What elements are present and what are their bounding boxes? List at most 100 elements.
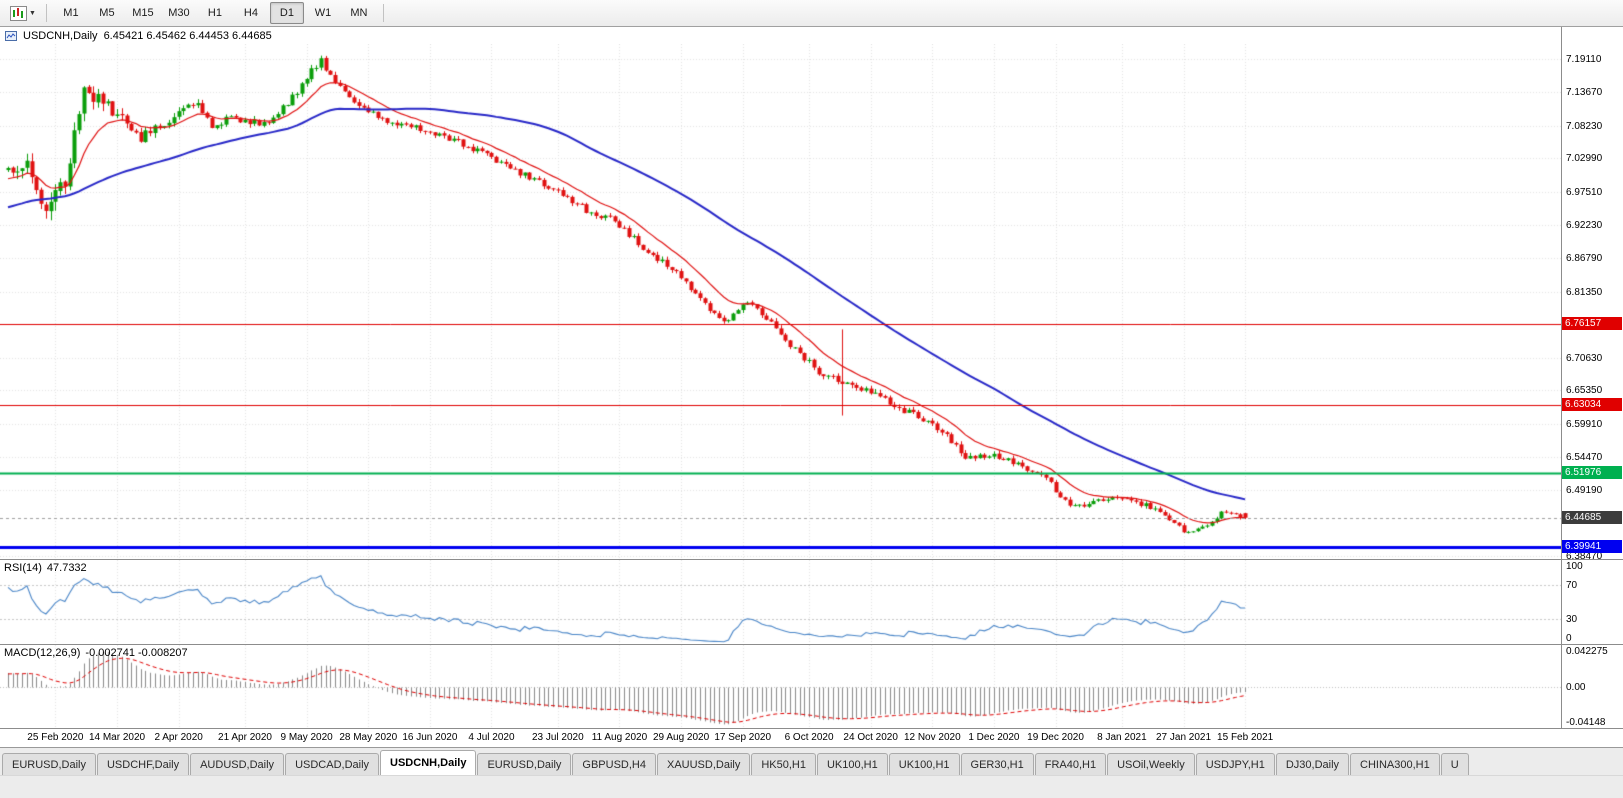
rsi-indicator-canvas[interactable] — [0, 560, 1561, 644]
hline-price-badge: 6.51976 — [1562, 466, 1622, 479]
chart-tabs-bar: EURUSD,Daily USDCHF,Daily AUDUSD,Daily USDC… — [0, 747, 1623, 775]
chart-tab-eurusd-daily[interactable]: EURUSD,Daily — [2, 753, 96, 775]
date-axis-label: 23 Jul 2020 — [531, 732, 584, 743]
ohlc-values: 6.45421 6.45462 6.44453 6.44685 — [103, 29, 272, 42]
new-chart-button[interactable]: ▼ — [6, 1, 40, 25]
date-axis-label: 24 Oct 2020 — [843, 732, 898, 743]
chart-window-icon[interactable] — [5, 30, 17, 41]
price-axis-label: 7.02990 — [1566, 153, 1603, 164]
rsi-axis-label: 100 — [1566, 561, 1583, 572]
date-axis-label: 21 Apr 2020 — [218, 732, 272, 743]
chart-tab-fra40-h1[interactable]: FRA40,H1 — [1034, 753, 1107, 775]
timeframes-toolbar: ▼ M1 M5 M15 M30 H1 H4 D1 W1 MN — [0, 0, 1623, 27]
chart-tab-uk100-h1[interactable]: UK100,H1 — [888, 753, 960, 775]
pane-separator[interactable] — [0, 559, 1623, 560]
date-axis-label: 11 Aug 2020 — [591, 732, 648, 743]
price-axis-label: 6.54470 — [1566, 452, 1603, 463]
current-price-badge: 6.44685 — [1562, 511, 1622, 524]
date-axis-label: 4 Jul 2020 — [468, 732, 515, 743]
macd-indicator-canvas[interactable] — [0, 645, 1561, 728]
date-axis[interactable]: 25 Feb 2020 14 Mar 2020 2 Apr 2020 21 Apr 2… — [0, 728, 1623, 747]
price-axis-label: 6.38470 — [1566, 551, 1603, 562]
price-axis-border — [1561, 27, 1562, 747]
symbol-period-label: USDCNH,Daily — [23, 29, 98, 42]
bottom-strip — [0, 775, 1623, 798]
timeframe-button-mn[interactable]: MN — [350, 7, 368, 19]
timeframe-button-d1[interactable]: D1 — [269, 2, 304, 24]
price-axis-label: 6.97510 — [1566, 187, 1603, 198]
timeframe-button-m5[interactable]: M5 — [99, 7, 115, 19]
date-axis-label: 6 Oct 2020 — [784, 732, 834, 743]
chart-tab-usdcnh-daily[interactable]: USDCNH,Daily — [380, 750, 477, 775]
chart-tab-u[interactable]: U — [1440, 753, 1469, 775]
chart-tab-usoil-weekly[interactable]: USOil,Weekly — [1107, 753, 1195, 775]
price-axis-label: 6.81350 — [1566, 287, 1603, 298]
chart-window: USDCNH,Daily 6.45421 6.45462 6.44453 6.4… — [0, 27, 1623, 747]
chart-tab-usdchf-daily[interactable]: USDCHF,Daily — [96, 753, 190, 775]
macd-axis-label: 0.00 — [1566, 682, 1586, 693]
pane-separator[interactable] — [0, 644, 1623, 645]
toolbar-separator — [382, 4, 384, 22]
date-axis-label: 15 Feb 2021 — [1217, 732, 1274, 743]
dropdown-caret-icon: ▼ — [29, 9, 36, 17]
date-axis-label: 16 Jun 2020 — [402, 732, 458, 743]
price-axis-label: 6.86790 — [1566, 253, 1603, 264]
chart-tab-dj30-daily[interactable]: DJ30,Daily — [1275, 753, 1350, 775]
price-axis-label: 6.65350 — [1566, 385, 1603, 396]
macd-axis-label: 0.042275 — [1566, 646, 1608, 657]
rsi-caption: RSI(14) 47.7332 — [4, 562, 87, 574]
price-axis-label: 7.08230 — [1566, 121, 1603, 132]
candlestick-chart-icon — [10, 5, 27, 21]
date-axis-label: 25 Feb 2020 — [27, 732, 84, 743]
date-axis-label: 14 Mar 2020 — [88, 732, 146, 743]
timeframe-button-h4[interactable]: H4 — [243, 7, 258, 19]
timeframe-button-w1[interactable]: W1 — [314, 7, 332, 19]
price-axis-label: 6.49190 — [1566, 485, 1603, 496]
macd-axis-label: -0.04148 — [1566, 717, 1606, 728]
chart-tab-uk100-h1[interactable]: UK100,H1 — [816, 753, 888, 775]
chart-tab-china300-h1[interactable]: CHINA300,H1 — [1350, 753, 1440, 775]
macd-values: -0.002741 -0.008207 — [85, 647, 188, 659]
date-axis-label: 28 May 2020 — [339, 732, 398, 743]
timeframe-button-m15[interactable]: M15 — [132, 7, 154, 19]
date-axis-label: 9 May 2020 — [280, 732, 333, 743]
macd-caption: MACD(12,26,9) -0.002741 -0.008207 — [4, 647, 188, 659]
date-axis-label: 8 Jan 2021 — [1097, 732, 1147, 743]
macd-name: MACD(12,26,9) — [4, 647, 81, 659]
chart-tab-hk50-h1[interactable]: HK50,H1 — [751, 753, 816, 775]
rsi-axis-label: 70 — [1566, 580, 1578, 591]
timeframe-button-m1[interactable]: M1 — [63, 7, 79, 19]
chart-tab-gbpusd-h4[interactable]: GBPUSD,H4 — [572, 753, 656, 775]
chart-tab-usdjpy-h1[interactable]: USDJPY,H1 — [1195, 753, 1275, 775]
rsi-axis-label: 30 — [1566, 614, 1578, 625]
price-chart-canvas[interactable] — [0, 44, 1561, 559]
date-axis-label: 27 Jan 2021 — [1155, 732, 1212, 743]
date-axis-label: 1 Dec 2020 — [968, 732, 1020, 743]
chart-tab-usdcad-daily[interactable]: USDCAD,Daily — [285, 753, 380, 775]
price-axis-label: 7.13670 — [1566, 87, 1603, 98]
date-axis-label: 19 Dec 2020 — [1027, 732, 1084, 743]
date-axis-label: 29 Aug 2020 — [652, 732, 710, 743]
price-axis-label: 6.70630 — [1566, 353, 1603, 364]
chart-tab-eurusd-daily[interactable]: EURUSD,Daily — [477, 753, 572, 775]
hline-price-badge: 6.76157 — [1562, 317, 1622, 330]
chart-tab-audusd-daily[interactable]: AUDUSD,Daily — [190, 753, 285, 775]
timeframe-button-h1[interactable]: H1 — [207, 7, 222, 19]
price-axis-label: 7.19110 — [1566, 54, 1602, 65]
rsi-name: RSI(14) — [4, 562, 42, 574]
date-axis-label: 2 Apr 2020 — [154, 732, 203, 743]
date-axis-label: 12 Nov 2020 — [903, 732, 961, 743]
rsi-value: 47.7332 — [46, 562, 87, 574]
chart-tab-xauusd-daily[interactable]: XAUUSD,Daily — [656, 753, 751, 775]
hline-price-badge: 6.39941 — [1562, 540, 1622, 553]
chart-tab-ger30-h1[interactable]: GER30,H1 — [960, 753, 1034, 775]
price-axis-label: 6.92230 — [1566, 220, 1603, 231]
date-axis-label: 17 Sep 2020 — [714, 732, 772, 743]
hline-price-badge: 6.63034 — [1562, 398, 1622, 411]
price-axis-label: 6.59910 — [1566, 419, 1603, 430]
rsi-axis-label: 0 — [1566, 633, 1572, 644]
timeframe-group: M1 M5 M15 M30 H1 H4 D1 W1 MN — [53, 2, 377, 24]
toolbar-separator — [45, 4, 47, 22]
timeframe-button-m30[interactable]: M30 — [168, 7, 190, 19]
